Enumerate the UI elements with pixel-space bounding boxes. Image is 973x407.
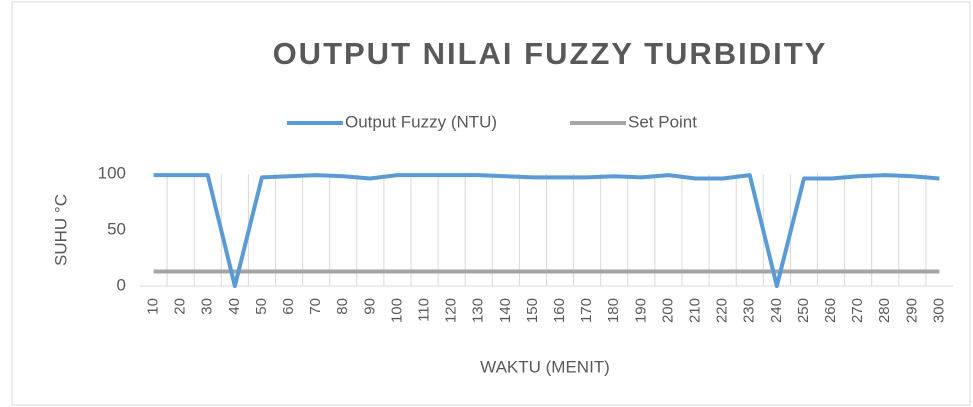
x-tick-label: 160 (551, 298, 568, 323)
x-tick-label: 80 (334, 298, 351, 315)
series-line (153, 173, 940, 288)
chart-border (11, 1, 971, 406)
x-tick-label: 70 (307, 298, 324, 315)
y-tick-label: 50 (107, 219, 126, 238)
x-tick-label: 20 (172, 298, 189, 315)
x-tick-label: 130 (470, 298, 487, 323)
x-tick-label: 230 (741, 298, 758, 323)
x-tick-label: 300 (930, 298, 947, 323)
x-tick-label: 50 (253, 298, 270, 315)
x-tick-label: 180 (605, 298, 622, 323)
x-tick-label: 200 (659, 298, 676, 323)
x-tick-label: 40 (226, 298, 243, 315)
x-tick-label: 110 (416, 298, 433, 322)
x-tick-label: 100 (388, 298, 405, 323)
x-tick-label: 290 (903, 298, 920, 323)
y-axis-title: SUHU °C (51, 194, 70, 266)
legend-label: Output Fuzzy (NTU) (345, 112, 497, 131)
x-tick-label: 250 (795, 298, 812, 323)
x-tick-label: 210 (687, 298, 704, 323)
x-tick-label: 240 (768, 298, 785, 323)
x-tick-label: 270 (849, 298, 866, 323)
x-tick-label: 150 (524, 298, 541, 323)
x-tick-label: 190 (632, 298, 649, 323)
y-tick-label: 0 (117, 275, 126, 294)
x-tick-label: 260 (822, 298, 839, 323)
x-tick-label: 220 (714, 298, 731, 323)
x-axis-title: WAKTU (MENIT) (480, 357, 610, 376)
legend-label: Set Point (628, 112, 697, 131)
x-tick-label: 120 (443, 298, 460, 323)
x-tick-label: 140 (497, 298, 514, 323)
x-tick-label: 280 (876, 298, 893, 323)
x-tick-label: 60 (280, 298, 297, 315)
chart-title: OUTPUT NILAI FUZZY TURBIDITY (273, 36, 828, 71)
y-tick-label: 100 (98, 163, 126, 182)
x-tick-label: 170 (578, 298, 595, 323)
x-tick-label: 10 (145, 298, 162, 315)
x-tick-label: 30 (199, 298, 216, 315)
x-tick-label: 90 (361, 298, 378, 315)
